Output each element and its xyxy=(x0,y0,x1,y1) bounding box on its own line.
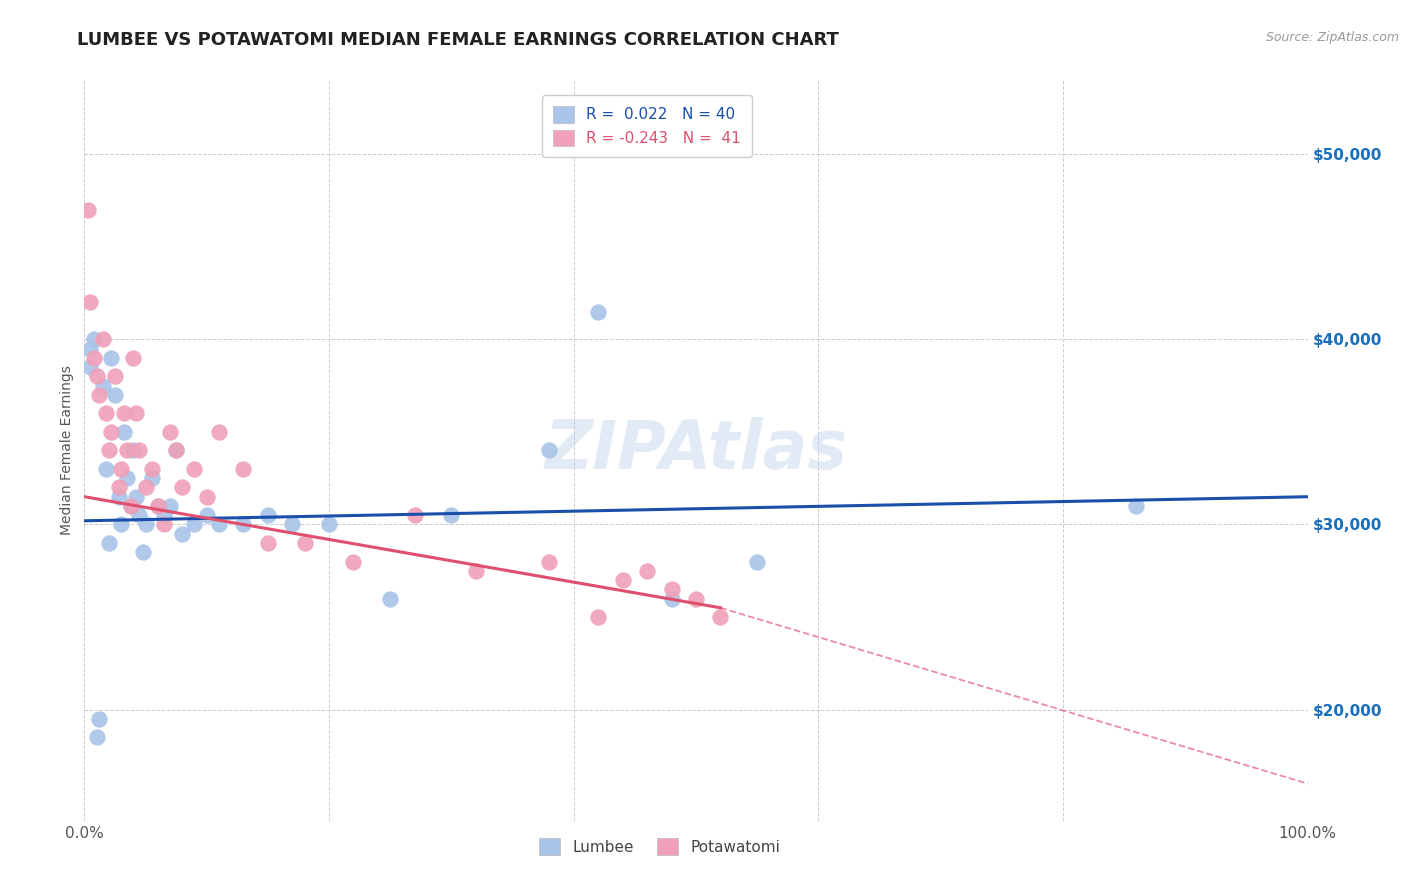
Point xyxy=(153,508,176,523)
Point xyxy=(87,712,110,726)
Point xyxy=(153,517,176,532)
Point xyxy=(112,425,135,439)
Point xyxy=(104,388,127,402)
Point xyxy=(100,351,122,365)
Point xyxy=(77,202,100,217)
Point xyxy=(342,554,364,569)
Point xyxy=(1125,499,1147,513)
Point xyxy=(380,591,402,606)
Point xyxy=(115,443,138,458)
Point xyxy=(125,490,148,504)
Point xyxy=(165,443,187,458)
Point xyxy=(132,545,155,559)
Point xyxy=(122,351,145,365)
Point xyxy=(208,517,231,532)
Point xyxy=(709,610,731,624)
Point xyxy=(83,333,105,347)
Point xyxy=(97,443,120,458)
Point xyxy=(110,517,132,532)
Point xyxy=(294,536,316,550)
Point xyxy=(135,517,157,532)
Point xyxy=(104,369,127,384)
Point xyxy=(165,443,187,458)
Point xyxy=(257,508,280,523)
Point xyxy=(159,425,181,439)
Point xyxy=(661,582,683,597)
Point xyxy=(120,499,142,513)
Point xyxy=(183,462,205,476)
Point xyxy=(91,333,114,347)
Point xyxy=(257,536,280,550)
Point xyxy=(110,462,132,476)
Point xyxy=(232,517,254,532)
Point xyxy=(79,360,101,375)
Point xyxy=(208,425,231,439)
Point xyxy=(318,517,340,532)
Point xyxy=(538,443,561,458)
Point xyxy=(159,499,181,513)
Point xyxy=(115,471,138,485)
Point xyxy=(172,526,194,541)
Point xyxy=(79,295,101,310)
Point xyxy=(685,591,707,606)
Point xyxy=(107,490,129,504)
Y-axis label: Median Female Earnings: Median Female Earnings xyxy=(60,366,75,535)
Point xyxy=(83,351,105,365)
Point xyxy=(97,536,120,550)
Point xyxy=(232,462,254,476)
Point xyxy=(747,554,769,569)
Point xyxy=(120,499,142,513)
Point xyxy=(183,517,205,532)
Point xyxy=(96,407,118,421)
Point xyxy=(661,591,683,606)
Point xyxy=(404,508,426,523)
Point xyxy=(112,407,135,421)
Point xyxy=(612,573,634,587)
Point xyxy=(464,564,486,578)
Point xyxy=(100,425,122,439)
Point xyxy=(128,508,150,523)
Point xyxy=(91,378,114,392)
Point xyxy=(586,610,609,624)
Point xyxy=(125,407,148,421)
Point xyxy=(128,443,150,458)
Point xyxy=(135,481,157,495)
Point xyxy=(538,554,561,569)
Point xyxy=(586,304,609,318)
Text: Source: ZipAtlas.com: Source: ZipAtlas.com xyxy=(1265,31,1399,45)
Point xyxy=(107,481,129,495)
Point xyxy=(195,508,218,523)
Point xyxy=(79,342,101,356)
Legend: Lumbee, Potawatomi: Lumbee, Potawatomi xyxy=(533,832,786,861)
Point xyxy=(440,508,463,523)
Point xyxy=(281,517,304,532)
Point xyxy=(195,490,218,504)
Point xyxy=(141,462,163,476)
Point xyxy=(172,481,194,495)
Point xyxy=(141,471,163,485)
Point xyxy=(146,499,169,513)
Text: ZIPAtlas: ZIPAtlas xyxy=(544,417,848,483)
Point xyxy=(146,499,169,513)
Point xyxy=(86,731,108,745)
Point xyxy=(87,388,110,402)
Point xyxy=(96,462,118,476)
Point xyxy=(86,369,108,384)
Point xyxy=(636,564,658,578)
Point xyxy=(122,443,145,458)
Text: LUMBEE VS POTAWATOMI MEDIAN FEMALE EARNINGS CORRELATION CHART: LUMBEE VS POTAWATOMI MEDIAN FEMALE EARNI… xyxy=(77,31,839,49)
